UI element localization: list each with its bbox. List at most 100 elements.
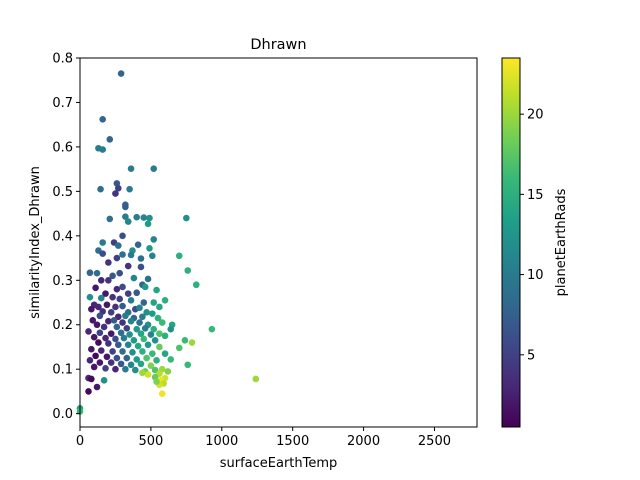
scatter-point	[88, 375, 95, 383]
scatter-point	[126, 331, 133, 338]
scatter-point	[147, 331, 155, 338]
scatter-point	[112, 303, 119, 311]
scatter-point	[126, 185, 133, 193]
y-tick-label: 0.5	[52, 185, 73, 200]
scatter-point	[97, 185, 104, 193]
scatter-point	[131, 366, 139, 374]
scatter-point	[150, 236, 158, 243]
scatter-point	[113, 354, 121, 362]
scatter-point	[97, 347, 105, 354]
scatter-point	[112, 190, 119, 197]
scatter-point	[124, 218, 132, 225]
scatter-point	[130, 274, 138, 282]
scatter-point	[143, 354, 150, 362]
scatter-point	[119, 283, 126, 291]
scatter-point	[97, 276, 105, 284]
colorbar-label: planetEarthRads	[554, 188, 569, 296]
scatter-point	[85, 328, 92, 335]
scatter-point	[122, 365, 129, 373]
y-tick-label: 0.8	[52, 52, 73, 67]
scatter-point	[137, 263, 145, 271]
scatter-point	[149, 252, 156, 260]
scatter-point	[149, 310, 156, 317]
scatter-point	[188, 339, 196, 346]
scatter-point	[139, 369, 146, 377]
scatter-point	[133, 213, 141, 221]
scatter-point	[90, 333, 98, 341]
y-tick-label: 0.3	[52, 274, 73, 289]
scatter-point	[95, 303, 102, 311]
scatter-point	[99, 116, 106, 123]
scatter-point	[96, 312, 104, 320]
y-axis-ticks: 0.0 0.1 0.2 0.3 0.4 0.5 0.6 0.7 0.8	[52, 52, 80, 422]
scatter-point	[107, 330, 115, 337]
scatter-point	[127, 251, 135, 259]
scatter-point	[85, 388, 92, 395]
scatter-point	[122, 312, 129, 320]
scatter-point	[105, 340, 112, 347]
scatter-point	[127, 165, 135, 172]
scatter-point	[140, 299, 148, 306]
scatter-point	[127, 317, 135, 325]
scatter-point	[107, 359, 115, 366]
scatter-point	[119, 251, 126, 258]
scatter-point	[127, 296, 135, 304]
scatter-point	[130, 337, 138, 344]
x-axis-ticks: 0 500 1000 1500 2000 2500	[76, 427, 451, 449]
scatter-point	[184, 267, 192, 274]
scatter-point	[102, 334, 109, 342]
scatter-point	[105, 276, 112, 284]
scatter-point	[136, 319, 143, 326]
scatter-point	[96, 329, 104, 337]
scatter-point	[123, 354, 131, 362]
scatter-point	[150, 165, 158, 172]
scatter-point	[158, 319, 166, 326]
scatter-point	[150, 325, 158, 333]
scatter-point	[137, 255, 145, 262]
y-tick-label: 0.7	[52, 96, 73, 111]
scatter-point	[117, 360, 125, 368]
scatter-point	[109, 293, 116, 301]
scatter-point	[109, 272, 116, 280]
scatter-point	[93, 321, 101, 329]
scatter-point	[119, 302, 126, 310]
scatter-point	[102, 290, 109, 297]
scatter-point	[156, 343, 163, 351]
scatter-point	[86, 357, 94, 364]
scatter-point	[175, 344, 183, 352]
x-tick-label: 2000	[347, 434, 380, 449]
scatter-point	[141, 325, 149, 332]
chart-title: Dhrawn	[250, 37, 306, 53]
scatter-point	[133, 325, 141, 333]
scatter-point	[124, 341, 132, 349]
scatter-point	[129, 349, 136, 356]
y-tick-label: 0.2	[52, 318, 73, 333]
scatter-point	[139, 313, 146, 321]
scatter-point	[156, 303, 163, 311]
scatter-point	[122, 213, 129, 221]
scatter-point	[124, 262, 132, 270]
scatter-point	[122, 203, 129, 211]
scatter-point	[103, 353, 111, 361]
scatter-point	[156, 330, 163, 337]
scatter-point	[167, 356, 175, 363]
x-tick-label: 1000	[205, 434, 238, 449]
scatter-point	[114, 242, 122, 249]
colorbar	[501, 57, 521, 428]
scatter-point	[103, 301, 111, 309]
scatter-point	[175, 252, 183, 260]
scatter-point	[146, 214, 153, 222]
scatter-point	[100, 323, 108, 331]
scatter-point	[106, 215, 114, 223]
colorbar-tick-label: 20	[527, 108, 544, 123]
scatter-point	[137, 360, 145, 368]
y-tick-label: 0.0	[52, 407, 73, 422]
scatter-point	[120, 334, 128, 342]
scatter-point	[192, 281, 200, 289]
colorbar-tick-label: 5	[527, 348, 535, 363]
scatter-point	[153, 357, 160, 364]
scatter-point	[161, 350, 169, 357]
scatter-point	[113, 285, 121, 293]
axes-frame	[79, 57, 478, 428]
scatter-point	[99, 239, 106, 246]
